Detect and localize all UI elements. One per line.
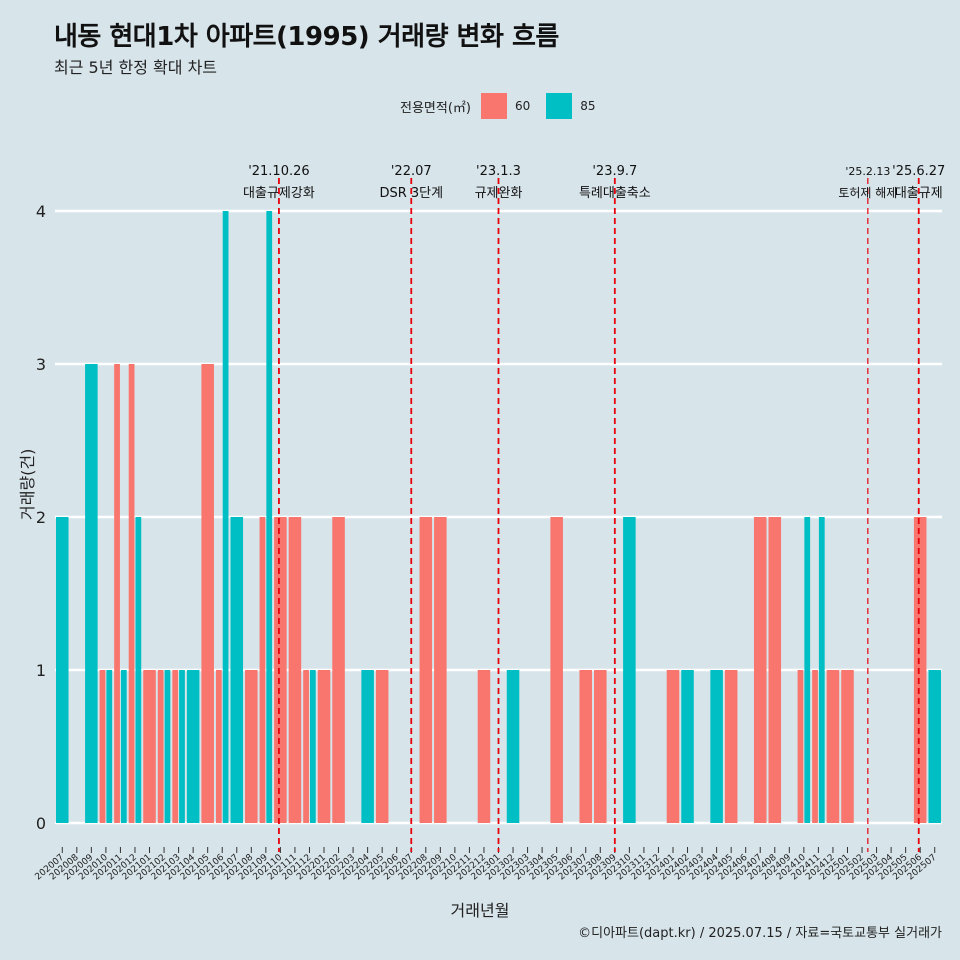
- bar-202109-60: [259, 517, 266, 823]
- legend-label-85: 85: [580, 99, 596, 113]
- bar-202011-60: [114, 364, 120, 823]
- bar-202310-85: [623, 517, 636, 823]
- legend-key-60: [480, 93, 507, 119]
- bar-202010-85: [106, 670, 113, 823]
- y-axis-title: 거래량(건): [18, 448, 37, 520]
- event-date-0: '21.10.26: [248, 164, 309, 179]
- bar-202411-60: [812, 670, 818, 823]
- bar-202111-60: [288, 517, 302, 823]
- bar-202205-60: [375, 670, 389, 823]
- chart-title: 내동 현대1차 아파트(1995) 거래량 변화 흐름: [54, 22, 559, 52]
- event-label-4: 토허제 해제: [838, 186, 897, 200]
- bar-202007-85: [56, 517, 69, 823]
- y-tick-label-0: 0: [36, 814, 46, 833]
- bar-202307-60: [579, 670, 593, 823]
- y-tick-label-3: 3: [36, 355, 46, 374]
- event-label-3: 특례대출축소: [579, 186, 651, 201]
- bar-202106-85: [222, 211, 229, 823]
- bar-202202-60: [332, 517, 345, 823]
- y-tick-label-2: 2: [36, 508, 46, 527]
- bar-202011-85: [120, 670, 127, 823]
- bar-202410-85: [804, 517, 811, 823]
- bar-202412-60: [826, 670, 840, 823]
- chart-subtitle: 최근 5년 한정 확대 차트: [54, 58, 218, 77]
- event-label-5: 대출규제: [895, 186, 943, 201]
- source-caption: ©디아파트(dapt.kr) / 2025.07.15 / 자료=국토교통부 실…: [578, 926, 942, 941]
- bar-202501-60: [841, 670, 854, 823]
- bar-202009-85: [85, 364, 98, 823]
- event-date-5: '25.6.27: [892, 164, 945, 179]
- bar-202108-60: [245, 670, 258, 823]
- bar-202106-60: [215, 670, 222, 823]
- legend-title: 전용면적(㎡): [400, 100, 471, 116]
- bar-202402-85: [681, 670, 694, 823]
- bar-202103-60: [172, 670, 179, 823]
- bar-202404-85: [710, 670, 723, 823]
- legend-key-85: [546, 93, 573, 119]
- bar-202102-85: [164, 670, 171, 823]
- bar-202305-60: [550, 517, 563, 823]
- bar-202104-85: [186, 670, 200, 823]
- bar-202208-60: [419, 517, 433, 823]
- bar-202105-60: [201, 364, 214, 823]
- legend-label-60: 60: [514, 99, 531, 113]
- bar-202012-85: [135, 517, 142, 823]
- bar-202204-85: [361, 670, 374, 823]
- bar-202302-85: [506, 670, 520, 823]
- y-tick-label-4: 4: [36, 202, 46, 221]
- bar-202102-60: [157, 670, 164, 823]
- bar-202405-60: [724, 670, 738, 823]
- event-label-1: DSR 3단계: [379, 186, 443, 201]
- bar-202407-60: [753, 517, 767, 823]
- bar-202110-60: [274, 517, 287, 823]
- bar-202410-60: [797, 670, 804, 823]
- bar-202201-60: [317, 670, 331, 823]
- event-date-4: '25.2.13: [845, 165, 890, 178]
- event-date-2: '23.1.3: [476, 164, 521, 179]
- bar-202012-60: [128, 364, 135, 823]
- event-label-2: 규제완화: [475, 186, 523, 201]
- bar-202308-60: [594, 670, 607, 823]
- bar-202109-85: [266, 211, 273, 823]
- bar-202101-60: [143, 670, 156, 823]
- bar-202112-85: [309, 670, 316, 823]
- bar-202112-60: [303, 670, 309, 823]
- legend: 전용면적(㎡) 60 85: [400, 93, 602, 119]
- event-label-0: 대출규제강화: [243, 186, 315, 201]
- bar-202103-85: [179, 670, 185, 823]
- bar-202408-60: [768, 517, 782, 823]
- bar-202506-60: [913, 517, 927, 823]
- bar-202411-85: [818, 517, 825, 823]
- event-date-1: '22.07: [391, 164, 432, 179]
- bar-202010-60: [99, 670, 106, 823]
- x-axis-title: 거래년월: [450, 901, 510, 920]
- bar-202209-60: [434, 517, 447, 823]
- event-date-3: '23.9.7: [592, 164, 637, 179]
- bar-202401-60: [666, 670, 680, 823]
- bar-202107-85: [230, 517, 244, 823]
- bar-202507-85: [928, 670, 941, 823]
- y-tick-label-1: 1: [36, 661, 46, 680]
- bar-202212-60: [477, 670, 491, 823]
